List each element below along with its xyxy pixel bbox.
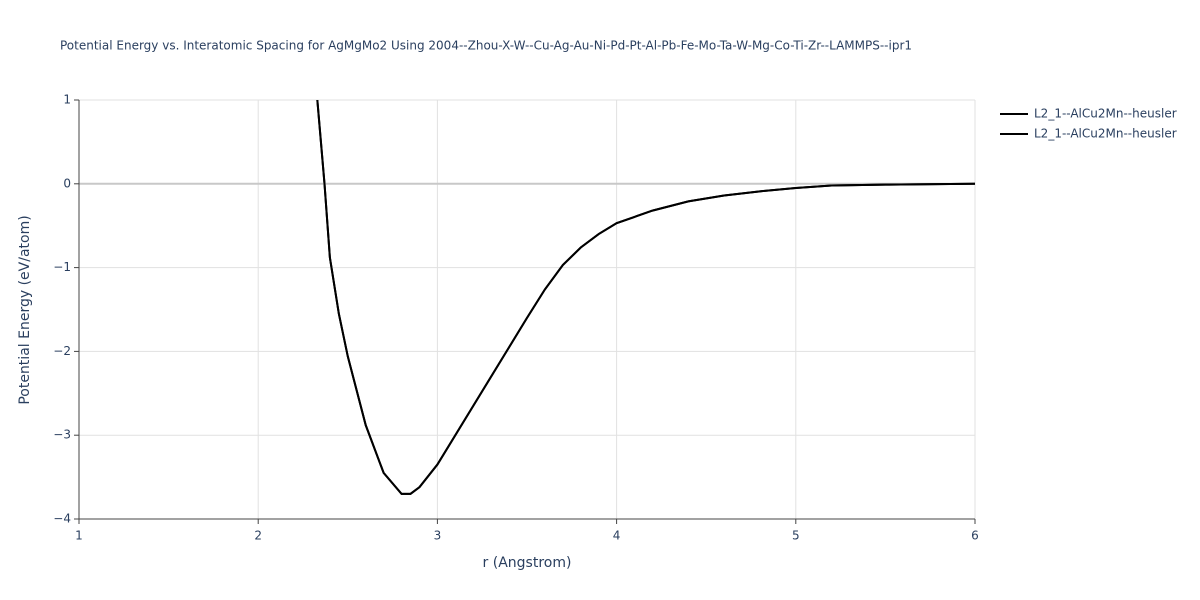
y-axis-label: Potential Energy (eV/atom) [17, 215, 33, 404]
x-tick-label: 3 [434, 529, 442, 543]
x-tick-label: 5 [792, 529, 800, 543]
series-line [316, 100, 975, 495]
legend-label: L2_1--AlCu2Mn--heusler [1034, 107, 1177, 121]
x-tick-label: 6 [971, 529, 979, 543]
x-tick-label: 1 [75, 529, 83, 543]
y-tick-label: 1 [63, 93, 71, 107]
y-tick-label: −1 [53, 260, 71, 274]
x-tick-label: 2 [254, 529, 262, 543]
chart-title: Potential Energy vs. Interatomic Spacing… [60, 39, 912, 53]
y-tick-label: −2 [53, 344, 71, 358]
y-tick-label: −3 [53, 428, 71, 442]
y-tick-label: −4 [53, 512, 71, 526]
y-tick-label: 0 [63, 176, 71, 190]
legend-label: L2_1--AlCu2Mn--heusler [1034, 127, 1177, 141]
x-tick-label: 4 [613, 529, 621, 543]
x-axis-label: r (Angstrom) [483, 555, 572, 571]
